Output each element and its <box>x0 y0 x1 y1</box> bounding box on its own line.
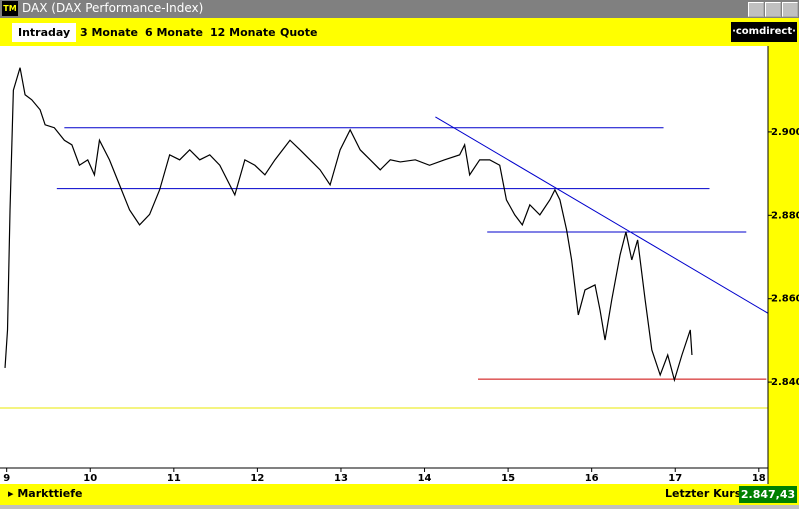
tab[interactable]: 12 Monate <box>210 26 276 39</box>
footer: ▸ Markttiefe Letzter Kurs 2.847,43 <box>0 484 799 505</box>
window-title: DAX (DAX Performance-Index) <box>22 1 204 15</box>
drawn-line <box>435 116 768 314</box>
y-tick-label: 2.860 <box>771 294 799 305</box>
x-tick-label: 12 <box>250 473 264 484</box>
y-axis-panel <box>768 46 799 484</box>
tab[interactable]: 3 Monate <box>80 26 138 39</box>
minimize-button[interactable] <box>748 2 764 17</box>
x-tick-label: 15 <box>501 473 515 484</box>
tab[interactable]: Intraday <box>12 23 77 42</box>
y-tick-label: 2.840 <box>771 377 799 388</box>
close-button[interactable] <box>782 2 798 17</box>
markttiefe-link[interactable]: ▸ Markttiefe <box>8 487 83 500</box>
x-tick-label: 10 <box>83 473 97 484</box>
restore-button[interactable] <box>765 2 781 17</box>
x-tick-label: 17 <box>668 473 682 484</box>
toolbar: Intraday 3 Monate 6 Monate 12 Monate Quo… <box>0 18 799 46</box>
app-icon: TM <box>2 1 18 16</box>
x-axis-panel <box>0 468 768 484</box>
tab[interactable]: Quote <box>280 26 318 39</box>
plot <box>0 67 768 409</box>
y-tick-label: 2.880 <box>771 210 799 221</box>
x-tick-label: 13 <box>334 473 348 484</box>
x-tick-label: 16 <box>585 473 599 484</box>
x-tick-label: 11 <box>167 473 181 484</box>
x-tick-label: 9 <box>3 473 10 484</box>
title-bar: TM DAX (DAX Performance-Index) <box>0 0 799 18</box>
brand-logo: ·comdirect· <box>731 22 797 42</box>
tab[interactable]: 6 Monate <box>145 26 203 39</box>
plot-area <box>0 46 768 468</box>
price-line <box>4 67 693 383</box>
x-tick-label: 18 <box>752 473 766 484</box>
y-tick-label: 2.900 <box>771 127 799 138</box>
last-price-label: Letzter Kurs <box>665 487 742 500</box>
x-tick-label: 14 <box>418 473 432 484</box>
markttiefe-label: Markttiefe <box>17 487 83 500</box>
chart: 2.840 2.860 2.880 2.900 9 10 11 12 13 14 15 16 17 18 <box>0 46 799 484</box>
last-price: 2.847,43 <box>739 486 797 503</box>
